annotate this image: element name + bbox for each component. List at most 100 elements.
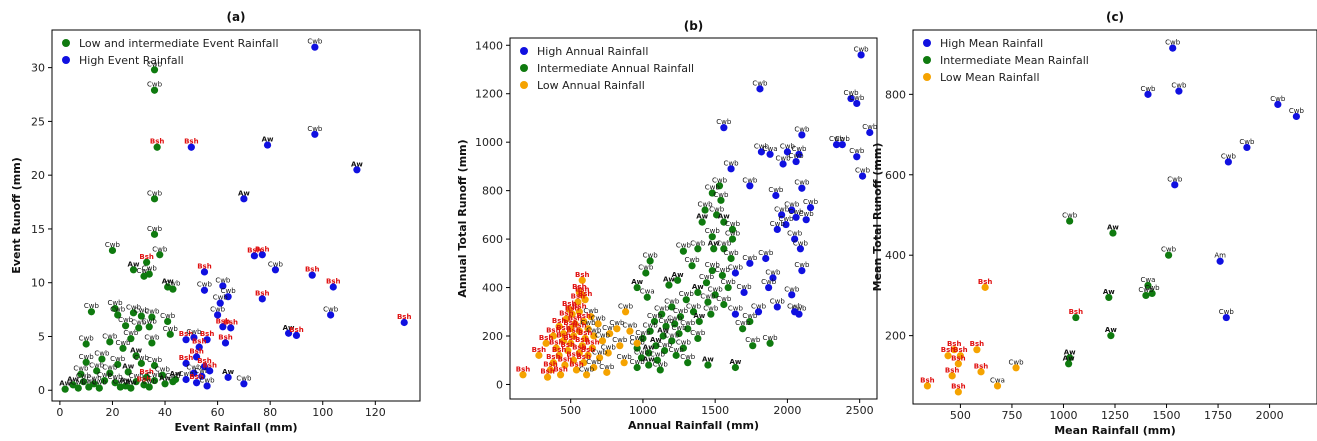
data-point <box>675 329 683 338</box>
point-label: Aw <box>159 374 171 382</box>
data-point <box>773 225 781 234</box>
point-label: Bsh <box>951 382 966 390</box>
point-label: Cwa <box>1141 276 1156 284</box>
data-point <box>746 317 754 326</box>
data-point <box>782 220 790 229</box>
point-label: Cwb <box>669 346 685 354</box>
point-label: Cwb <box>780 142 796 150</box>
point-label: Cwb <box>705 227 721 235</box>
point-label: Cwb <box>1167 175 1183 183</box>
data-point <box>762 254 770 263</box>
point-label: Cwb <box>147 60 163 68</box>
data-point <box>240 380 248 388</box>
data-point <box>662 322 670 330</box>
point-label: Bsh <box>200 330 215 338</box>
point-label: Cwb <box>1145 284 1161 292</box>
data-point <box>258 295 266 303</box>
point-label: Cwb <box>862 123 878 131</box>
data-point <box>284 329 293 337</box>
point-label: Cwb <box>1138 286 1154 294</box>
point-label: Aw <box>663 276 675 284</box>
point-label: Cwb <box>713 191 729 199</box>
data-point <box>727 254 735 263</box>
data-point <box>642 269 650 277</box>
x-tick-label: 40 <box>158 406 172 419</box>
data-point <box>857 51 865 59</box>
data-point <box>708 233 716 241</box>
point-label: Cwb <box>194 367 210 375</box>
data-point <box>679 344 687 352</box>
point-label: Bsh <box>566 351 581 359</box>
point-label: Cwb <box>617 353 633 361</box>
point-label: Cwb <box>118 316 134 324</box>
data-point <box>779 160 787 168</box>
data-point <box>668 337 676 345</box>
legend-entry: Intermediate Annual Rainfall <box>537 62 694 75</box>
data-point <box>633 283 641 292</box>
data-point <box>568 310 576 318</box>
data-point <box>190 333 198 342</box>
series-0: CwbCwbBshCwbCwbCwbCwbAwBshCwbCwbAwCwbCwb… <box>59 60 182 393</box>
data-point <box>161 380 169 388</box>
point-label: Aw <box>708 239 720 247</box>
data-point <box>400 318 408 327</box>
point-label: Bsh <box>575 336 590 344</box>
data-point <box>200 286 209 294</box>
x-tick-label: 2000 <box>1256 409 1284 422</box>
data-point <box>127 335 135 343</box>
point-label: Cwb <box>854 45 870 53</box>
point-label: Cwb <box>763 334 779 342</box>
point-label: Cwb <box>676 242 692 250</box>
y-tick-label: 15 <box>31 223 45 236</box>
point-label: Aw <box>130 346 142 354</box>
point-label: Aw <box>696 213 708 221</box>
point-label: Cwb <box>667 314 683 322</box>
point-label: Cwb <box>1239 138 1255 146</box>
point-label: Bsh <box>179 354 194 362</box>
data-point <box>569 332 578 340</box>
point-label: Cwb <box>849 94 865 102</box>
point-label: Cwb <box>186 328 202 336</box>
point-label: Bsh <box>575 271 590 279</box>
data-point <box>838 141 846 149</box>
data-point <box>137 312 145 320</box>
data-point <box>694 334 702 343</box>
data-point <box>798 131 806 139</box>
data-point <box>195 343 203 351</box>
point-label: Cwb <box>591 314 607 322</box>
point-label: Cwb <box>165 280 181 288</box>
point-label: Cwb <box>1219 308 1235 316</box>
data-point <box>788 291 796 299</box>
data-point <box>584 325 592 333</box>
data-point <box>549 359 557 367</box>
data-point <box>661 346 669 355</box>
data-point <box>806 203 815 212</box>
data-point <box>203 382 211 390</box>
point-label: Bsh <box>562 300 577 308</box>
plot-frame <box>509 37 878 400</box>
point-label: Aw <box>1064 348 1076 356</box>
point-label: Cwb <box>638 264 654 272</box>
point-label: Aw <box>1103 288 1115 296</box>
point-label: Aw <box>283 324 295 332</box>
point-label: Cwb <box>676 339 692 347</box>
x-tick-label: 1500 <box>1153 409 1181 422</box>
point-label: Cwb <box>147 371 163 379</box>
point-label: Cwb <box>147 356 163 364</box>
point-label: Bsh <box>543 360 558 368</box>
legend-entry: Intermediate Mean Rainfall <box>940 54 1089 67</box>
data-point <box>798 266 806 275</box>
data-point <box>731 363 740 372</box>
data-point <box>756 85 764 93</box>
point-label: Bsh <box>197 262 212 270</box>
data-point <box>769 274 777 282</box>
data-point <box>200 362 209 371</box>
point-label: Cwb <box>751 302 767 310</box>
data-point <box>637 354 646 362</box>
point-label: Cwb <box>583 307 599 315</box>
data-point <box>1107 332 1115 340</box>
data-point <box>150 376 159 385</box>
data-point <box>552 344 560 352</box>
data-point <box>580 359 588 367</box>
